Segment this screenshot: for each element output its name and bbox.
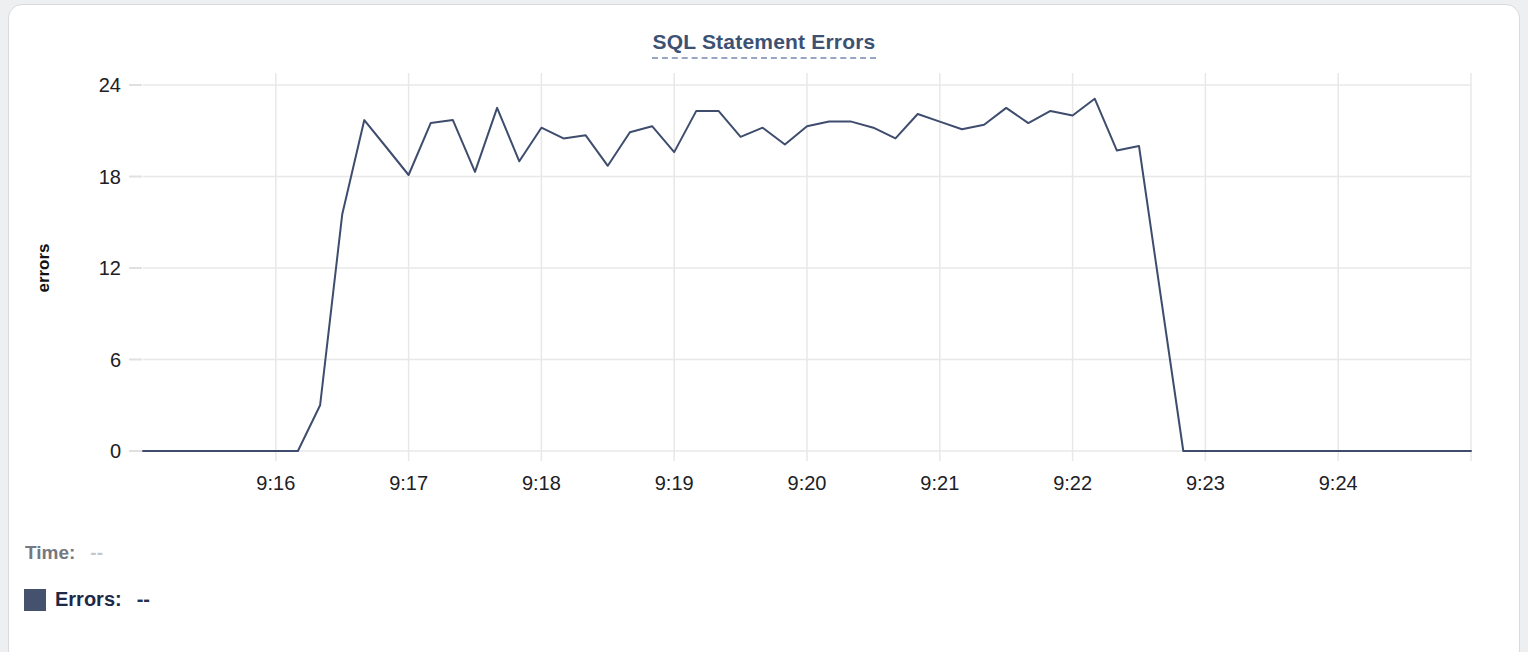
errors-label: Errors: (55, 588, 122, 611)
y-tick-label: 0 (110, 440, 121, 462)
y-axis-title: errors (34, 243, 53, 292)
x-tick-label: 9:24 (1319, 472, 1358, 494)
errors-value: -- (137, 588, 150, 611)
y-tick-label: 6 (110, 349, 121, 371)
x-axis-tick-labels: 9:16 9:17 9:18 9:19 9:20 9:21 9:22 9:23 9:24 (256, 472, 1357, 494)
chart-title[interactable]: SQL Statement Errors (652, 30, 875, 59)
y-tick-label: 24 (99, 74, 121, 96)
x-tick-label: 9:23 (1186, 472, 1225, 494)
tooltip-time-row: Time: -- (25, 542, 103, 564)
y-tick-label: 12 (99, 257, 121, 279)
chart-title-row: SQL Statement Errors (0, 30, 1528, 59)
errors-line-chart[interactable]: 0 6 12 18 24 9:16 9:17 9:18 9:19 9:20 9:21 9:22 9:2… (0, 0, 1528, 512)
errors-series-swatch (24, 589, 46, 611)
time-label: Time: (25, 542, 75, 564)
x-tick-label: 9:17 (389, 472, 428, 494)
x-tick-label: 9:19 (655, 472, 694, 494)
y-axis-tick-labels: 0 6 12 18 24 (99, 74, 121, 462)
legend-errors-row[interactable]: Errors: -- (24, 588, 150, 611)
x-tick-label: 9:20 (788, 472, 827, 494)
x-tick-label: 9:18 (522, 472, 561, 494)
x-tick-label: 9:21 (920, 472, 959, 494)
horizontal-gridlines (129, 85, 1471, 451)
x-tick-label: 9:22 (1053, 472, 1092, 494)
x-tick-label: 9:16 (256, 472, 295, 494)
vertical-gridlines (276, 73, 1471, 461)
time-value: -- (90, 542, 103, 564)
y-tick-label: 18 (99, 166, 121, 188)
